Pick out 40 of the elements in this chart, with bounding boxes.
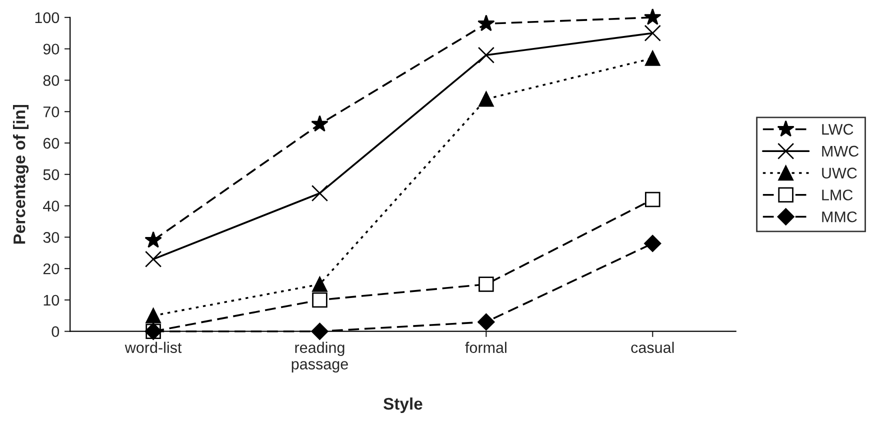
legend-label: LWC bbox=[822, 124, 854, 135]
point bbox=[644, 192, 660, 208]
point bbox=[644, 8, 662, 25]
point bbox=[478, 14, 495, 32]
x-tick-label: casual bbox=[631, 342, 674, 353]
point bbox=[478, 46, 495, 64]
x-tick-label: formal bbox=[465, 342, 506, 353]
y-tick-label: 90 bbox=[43, 44, 60, 55]
x-tick-label: word-list bbox=[124, 342, 182, 353]
y-tick-label: 10 bbox=[44, 294, 60, 306]
legend-label: UWC bbox=[822, 168, 857, 178]
point bbox=[478, 313, 495, 330]
point bbox=[311, 322, 328, 340]
legend-label: LMC bbox=[822, 190, 853, 200]
point bbox=[312, 276, 328, 292]
point bbox=[311, 115, 328, 132]
point bbox=[312, 292, 328, 308]
point bbox=[144, 231, 162, 248]
point bbox=[644, 234, 662, 252]
point bbox=[144, 250, 162, 268]
y-tick-label: 80 bbox=[43, 75, 60, 86]
point bbox=[644, 50, 660, 66]
y-tick-label: 60 bbox=[43, 138, 60, 149]
y-tick-label: 30 bbox=[43, 232, 60, 243]
x-tick-label: reading passage bbox=[292, 342, 348, 372]
y-axis-title: Percentage of [in] bbox=[13, 104, 29, 244]
y-tick-label: 20 bbox=[43, 263, 60, 274]
y-tick-label: 100 bbox=[35, 12, 60, 24]
point bbox=[478, 91, 494, 107]
legend-label: MMC bbox=[822, 211, 857, 222]
y-tick-label: 70 bbox=[43, 106, 60, 118]
point bbox=[478, 276, 494, 292]
point bbox=[146, 308, 161, 324]
y-tick-label: 50 bbox=[43, 169, 60, 180]
point bbox=[644, 24, 661, 42]
point bbox=[311, 184, 328, 202]
y-tick-label: 40 bbox=[43, 200, 60, 212]
y-tick-label: 0 bbox=[52, 326, 60, 338]
x-axis-title: Style bbox=[384, 397, 422, 414]
legend-label: MWC bbox=[822, 146, 859, 157]
